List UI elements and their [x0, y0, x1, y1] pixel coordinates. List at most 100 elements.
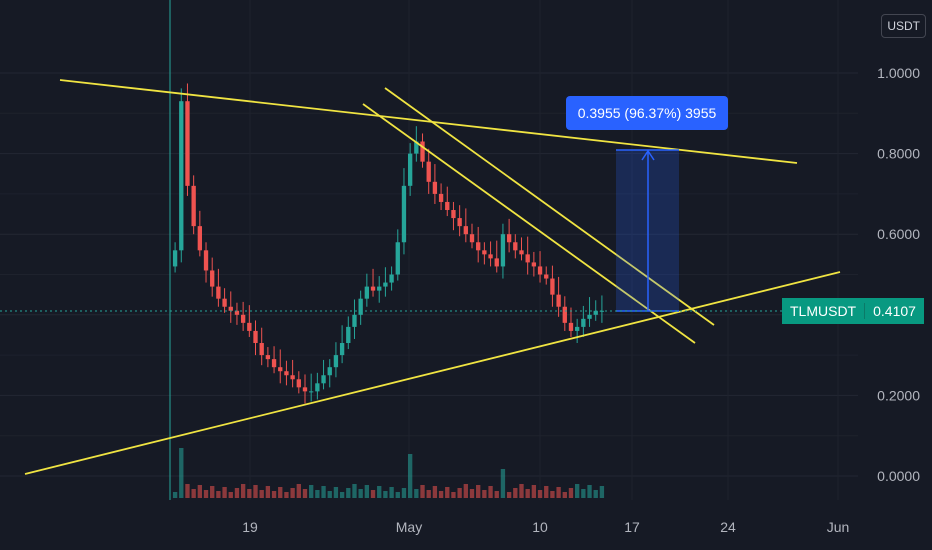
last-price: 0.4107	[864, 303, 924, 319]
volume-bar	[463, 484, 468, 498]
volume-bar	[210, 486, 215, 498]
candle-body	[562, 306, 567, 323]
candle-body	[191, 185, 196, 227]
volume-bar	[172, 492, 178, 498]
volume-bar	[364, 485, 370, 498]
candle-body	[315, 383, 320, 392]
volume-bar	[432, 486, 438, 498]
candle-body	[210, 270, 215, 287]
x-tick-label: 24	[720, 519, 736, 535]
volume-bar	[309, 485, 314, 498]
candle-body	[179, 101, 184, 251]
volume-bar	[544, 486, 549, 498]
volume-bar	[438, 491, 444, 498]
candle-body	[240, 314, 246, 323]
volume-bar	[284, 492, 289, 498]
candle-body	[494, 258, 499, 267]
candle-body	[253, 330, 258, 344]
candle-body	[537, 266, 543, 275]
candle-body	[457, 218, 462, 227]
candle-body	[377, 286, 382, 291]
candle-body	[407, 153, 413, 186]
candle-body	[525, 254, 530, 263]
volume-bar	[556, 487, 561, 498]
candle-body	[358, 298, 363, 315]
candle-body	[445, 201, 450, 211]
volume-bar	[185, 484, 190, 498]
channel-line-1	[362, 103, 696, 344]
trendlines[interactable]	[24, 79, 841, 475]
volume-bar	[525, 489, 530, 498]
channel-line-2	[384, 87, 715, 326]
volume-bar	[247, 489, 252, 498]
upper-trendline	[59, 79, 798, 164]
volume-bar	[352, 484, 357, 498]
volume-bar	[506, 492, 512, 498]
candle-body	[203, 250, 209, 271]
volume-bar	[562, 492, 567, 498]
time-axis[interactable]: 19 May 10 17 24 Jun	[242, 519, 849, 535]
volume-bar	[401, 488, 407, 498]
candle-body	[265, 355, 271, 360]
measure-tool[interactable]	[616, 149, 679, 312]
volume-bar	[383, 491, 388, 498]
volume-bar	[358, 489, 363, 498]
volume-bar	[346, 488, 351, 498]
volume-bar	[500, 469, 506, 498]
volume-bar	[581, 489, 586, 498]
candle-body	[346, 326, 351, 344]
y-tick-label: 0.6000	[877, 226, 920, 242]
volume-bar	[265, 486, 271, 498]
candle-body	[222, 298, 227, 307]
volume-bar	[259, 490, 264, 498]
volume-bar	[513, 488, 518, 498]
lower-trendline	[24, 271, 841, 475]
volume-bar	[321, 486, 326, 498]
volume-bar	[482, 490, 487, 498]
volume-bar	[203, 490, 209, 498]
candle-body	[519, 250, 524, 255]
volume-bar	[476, 485, 481, 498]
volume-bar	[370, 490, 376, 498]
candle-body	[216, 286, 221, 299]
volume-bar	[395, 492, 400, 498]
candle-body	[271, 359, 277, 368]
candle-body	[197, 226, 203, 251]
candle-body	[389, 274, 394, 283]
currency-button[interactable]: USDT	[881, 14, 926, 38]
candle-body	[550, 278, 555, 295]
candle-body	[395, 242, 400, 275]
volume-bar	[599, 486, 605, 498]
volume-bar	[587, 485, 592, 498]
volume-bar	[469, 489, 475, 498]
volume-bar	[271, 491, 277, 498]
x-tick-label: May	[396, 519, 422, 535]
candle-body	[500, 234, 506, 267]
volume-bar	[531, 485, 537, 498]
candle-body	[574, 326, 580, 331]
volume-bar	[593, 490, 598, 498]
candle-body	[321, 375, 326, 384]
candle-body	[383, 282, 388, 287]
volume-bar	[377, 486, 382, 498]
volume-bar	[550, 491, 555, 498]
symbol-label: TLMUSDT	[790, 303, 857, 319]
candle-body	[296, 379, 301, 388]
candle-body	[290, 375, 295, 380]
candle-body	[482, 250, 487, 255]
volume-bar	[407, 454, 413, 498]
candle-body	[438, 193, 444, 202]
candle-body	[513, 242, 518, 251]
candle-body	[172, 250, 178, 267]
candle-body	[506, 234, 512, 243]
volume-bar	[574, 484, 580, 498]
volume-bar	[389, 487, 394, 498]
candle-body	[581, 318, 586, 327]
candle-body	[278, 367, 283, 372]
candle-body	[469, 234, 475, 243]
volume-bar	[302, 489, 308, 498]
candle-body	[568, 322, 574, 331]
candle-body	[228, 306, 233, 311]
